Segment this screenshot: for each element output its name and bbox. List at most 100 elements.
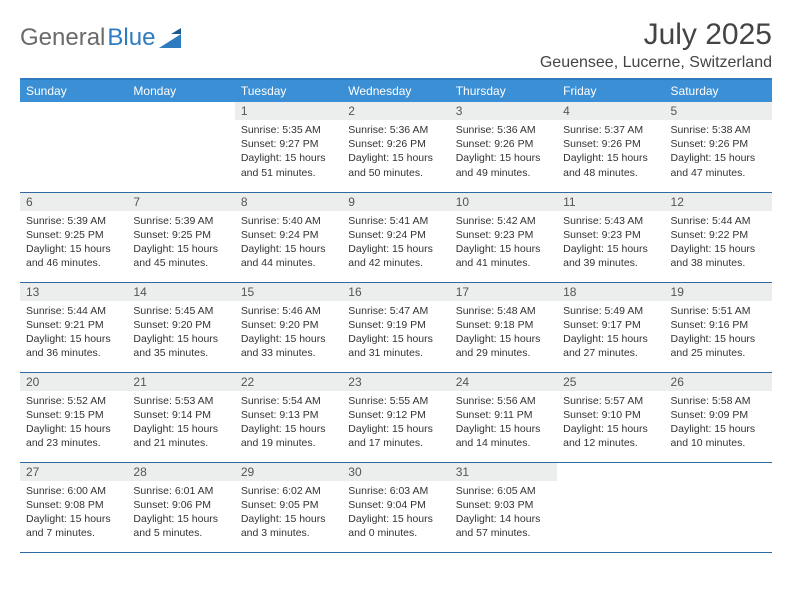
calendar-cell: 24Sunrise: 5:56 AMSunset: 9:11 PMDayligh…: [450, 372, 557, 462]
calendar-cell: 15Sunrise: 5:46 AMSunset: 9:20 PMDayligh…: [235, 282, 342, 372]
calendar-cell: 16Sunrise: 5:47 AMSunset: 9:19 PMDayligh…: [342, 282, 449, 372]
day-details: Sunrise: 5:39 AMSunset: 9:25 PMDaylight:…: [127, 211, 234, 274]
day-details: Sunrise: 5:52 AMSunset: 9:15 PMDaylight:…: [20, 391, 127, 454]
day-number: 4: [557, 102, 664, 120]
day-details: Sunrise: 5:51 AMSunset: 9:16 PMDaylight:…: [665, 301, 772, 364]
month-title: July 2025: [540, 18, 772, 52]
day-details: Sunrise: 5:45 AMSunset: 9:20 PMDaylight:…: [127, 301, 234, 364]
day-details: Sunrise: 5:54 AMSunset: 9:13 PMDaylight:…: [235, 391, 342, 454]
day-details: Sunrise: 5:53 AMSunset: 9:14 PMDaylight:…: [127, 391, 234, 454]
day-number: 14: [127, 283, 234, 301]
calendar-cell: [20, 102, 127, 192]
calendar-cell: 17Sunrise: 5:48 AMSunset: 9:18 PMDayligh…: [450, 282, 557, 372]
calendar-cell: 25Sunrise: 5:57 AMSunset: 9:10 PMDayligh…: [557, 372, 664, 462]
day-details: Sunrise: 5:49 AMSunset: 9:17 PMDaylight:…: [557, 301, 664, 364]
calendar-cell: 30Sunrise: 6:03 AMSunset: 9:04 PMDayligh…: [342, 462, 449, 552]
day-number: 2: [342, 102, 449, 120]
calendar-cell: 4Sunrise: 5:37 AMSunset: 9:26 PMDaylight…: [557, 102, 664, 192]
day-details: Sunrise: 5:46 AMSunset: 9:20 PMDaylight:…: [235, 301, 342, 364]
calendar-cell: 14Sunrise: 5:45 AMSunset: 9:20 PMDayligh…: [127, 282, 234, 372]
calendar-cell: 13Sunrise: 5:44 AMSunset: 9:21 PMDayligh…: [20, 282, 127, 372]
calendar-cell: 26Sunrise: 5:58 AMSunset: 9:09 PMDayligh…: [665, 372, 772, 462]
day-details: Sunrise: 5:38 AMSunset: 9:26 PMDaylight:…: [665, 120, 772, 183]
day-details: Sunrise: 5:55 AMSunset: 9:12 PMDaylight:…: [342, 391, 449, 454]
calendar-cell: [557, 462, 664, 552]
brand-logo: General Blue: [20, 18, 185, 52]
day-details: Sunrise: 6:01 AMSunset: 9:06 PMDaylight:…: [127, 481, 234, 544]
day-header: Wednesday: [342, 79, 449, 102]
day-details: Sunrise: 5:36 AMSunset: 9:26 PMDaylight:…: [342, 120, 449, 183]
day-header: Tuesday: [235, 79, 342, 102]
day-details: Sunrise: 5:57 AMSunset: 9:10 PMDaylight:…: [557, 391, 664, 454]
day-details: Sunrise: 6:05 AMSunset: 9:03 PMDaylight:…: [450, 481, 557, 544]
day-details: Sunrise: 6:03 AMSunset: 9:04 PMDaylight:…: [342, 481, 449, 544]
day-header: Saturday: [665, 79, 772, 102]
header: General Blue July 2025 Geuensee, Lucerne…: [20, 18, 772, 72]
day-number: 20: [20, 373, 127, 391]
day-number: 25: [557, 373, 664, 391]
calendar-table: SundayMondayTuesdayWednesdayThursdayFrid…: [20, 78, 772, 553]
day-details: Sunrise: 5:41 AMSunset: 9:24 PMDaylight:…: [342, 211, 449, 274]
day-details: Sunrise: 5:44 AMSunset: 9:21 PMDaylight:…: [20, 301, 127, 364]
calendar-cell: 21Sunrise: 5:53 AMSunset: 9:14 PMDayligh…: [127, 372, 234, 462]
calendar-cell: 20Sunrise: 5:52 AMSunset: 9:15 PMDayligh…: [20, 372, 127, 462]
day-number: 8: [235, 193, 342, 211]
day-number: 22: [235, 373, 342, 391]
day-number: 13: [20, 283, 127, 301]
day-header: Thursday: [450, 79, 557, 102]
day-details: Sunrise: 5:37 AMSunset: 9:26 PMDaylight:…: [557, 120, 664, 183]
day-number: 9: [342, 193, 449, 211]
calendar-cell: 1Sunrise: 5:35 AMSunset: 9:27 PMDaylight…: [235, 102, 342, 192]
calendar-cell: [127, 102, 234, 192]
day-number: 17: [450, 283, 557, 301]
day-number: 19: [665, 283, 772, 301]
calendar-cell: 27Sunrise: 6:00 AMSunset: 9:08 PMDayligh…: [20, 462, 127, 552]
calendar-cell: 10Sunrise: 5:42 AMSunset: 9:23 PMDayligh…: [450, 192, 557, 282]
day-number: 3: [450, 102, 557, 120]
day-number: 10: [450, 193, 557, 211]
day-header: Sunday: [20, 79, 127, 102]
calendar-cell: 3Sunrise: 5:36 AMSunset: 9:26 PMDaylight…: [450, 102, 557, 192]
day-details: Sunrise: 5:58 AMSunset: 9:09 PMDaylight:…: [665, 391, 772, 454]
day-number: 6: [20, 193, 127, 211]
day-number: 21: [127, 373, 234, 391]
day-number: 11: [557, 193, 664, 211]
day-details: Sunrise: 5:48 AMSunset: 9:18 PMDaylight:…: [450, 301, 557, 364]
day-number: 18: [557, 283, 664, 301]
day-number: 27: [20, 463, 127, 481]
day-details: Sunrise: 5:44 AMSunset: 9:22 PMDaylight:…: [665, 211, 772, 274]
day-number: 24: [450, 373, 557, 391]
calendar-cell: 29Sunrise: 6:02 AMSunset: 9:05 PMDayligh…: [235, 462, 342, 552]
calendar-cell: 12Sunrise: 5:44 AMSunset: 9:22 PMDayligh…: [665, 192, 772, 282]
day-number: 23: [342, 373, 449, 391]
day-details: Sunrise: 5:56 AMSunset: 9:11 PMDaylight:…: [450, 391, 557, 454]
day-details: Sunrise: 5:35 AMSunset: 9:27 PMDaylight:…: [235, 120, 342, 183]
title-block: July 2025 Geuensee, Lucerne, Switzerland: [540, 18, 772, 72]
day-number: 31: [450, 463, 557, 481]
calendar-cell: 28Sunrise: 6:01 AMSunset: 9:06 PMDayligh…: [127, 462, 234, 552]
calendar-cell: 2Sunrise: 5:36 AMSunset: 9:26 PMDaylight…: [342, 102, 449, 192]
day-number: 5: [665, 102, 772, 120]
calendar-cell: 8Sunrise: 5:40 AMSunset: 9:24 PMDaylight…: [235, 192, 342, 282]
day-details: Sunrise: 5:40 AMSunset: 9:24 PMDaylight:…: [235, 211, 342, 274]
day-details: Sunrise: 6:00 AMSunset: 9:08 PMDaylight:…: [20, 481, 127, 544]
day-number: 16: [342, 283, 449, 301]
day-details: Sunrise: 5:43 AMSunset: 9:23 PMDaylight:…: [557, 211, 664, 274]
day-number: 12: [665, 193, 772, 211]
day-number: 15: [235, 283, 342, 301]
calendar-cell: 19Sunrise: 5:51 AMSunset: 9:16 PMDayligh…: [665, 282, 772, 372]
brand-mark-icon: [159, 28, 185, 48]
day-details: Sunrise: 6:02 AMSunset: 9:05 PMDaylight:…: [235, 481, 342, 544]
day-details: Sunrise: 5:39 AMSunset: 9:25 PMDaylight:…: [20, 211, 127, 274]
calendar-cell: 9Sunrise: 5:41 AMSunset: 9:24 PMDaylight…: [342, 192, 449, 282]
calendar-cell: 11Sunrise: 5:43 AMSunset: 9:23 PMDayligh…: [557, 192, 664, 282]
day-number: 28: [127, 463, 234, 481]
calendar-cell: 22Sunrise: 5:54 AMSunset: 9:13 PMDayligh…: [235, 372, 342, 462]
calendar-cell: 6Sunrise: 5:39 AMSunset: 9:25 PMDaylight…: [20, 192, 127, 282]
calendar-cell: 23Sunrise: 5:55 AMSunset: 9:12 PMDayligh…: [342, 372, 449, 462]
calendar-cell: 18Sunrise: 5:49 AMSunset: 9:17 PMDayligh…: [557, 282, 664, 372]
day-number: 7: [127, 193, 234, 211]
day-number: 30: [342, 463, 449, 481]
day-number: 1: [235, 102, 342, 120]
day-details: Sunrise: 5:47 AMSunset: 9:19 PMDaylight:…: [342, 301, 449, 364]
